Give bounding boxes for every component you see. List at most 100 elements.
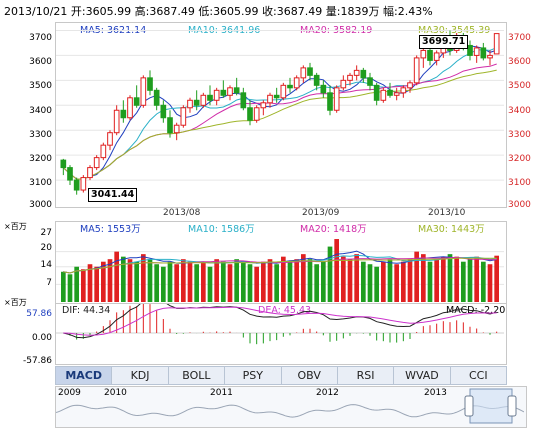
price-ytick-left: 3300 — [29, 130, 52, 140]
candle-down — [327, 92, 333, 111]
volume-bar — [207, 266, 213, 302]
nav-year: 2010 — [104, 388, 127, 398]
candle-up — [293, 77, 300, 89]
volume-bar — [74, 266, 79, 302]
close-value: 3687.49 — [276, 5, 323, 18]
price-ytick-right: 3100 — [508, 178, 531, 188]
volume-ytick: 27 — [40, 228, 52, 238]
high-marker-label: 3699.71 — [419, 35, 469, 49]
candle-up — [127, 97, 133, 119]
candle-up — [393, 92, 400, 96]
volume-bar — [214, 259, 219, 302]
macd-chart[interactable] — [56, 304, 504, 362]
volume-bar — [341, 256, 346, 302]
tab-macd[interactable]: MACD — [56, 367, 113, 384]
volume-bar — [387, 259, 393, 302]
volume-bar — [347, 259, 353, 302]
candle-down — [467, 44, 473, 56]
price-chart[interactable] — [56, 23, 504, 205]
candle-up — [107, 132, 113, 146]
candle-down — [133, 97, 140, 106]
volume-bar — [187, 261, 193, 302]
volume-bar — [127, 259, 133, 302]
macd-ytick: 57.86 — [26, 309, 52, 319]
volume-bar — [94, 266, 99, 302]
volume-bar — [61, 271, 66, 302]
open-label: 开: — [70, 5, 86, 18]
volume-ytick: 7 — [46, 278, 52, 288]
volume-chart[interactable] — [56, 222, 504, 302]
tab-wvad[interactable]: WVAD — [394, 367, 451, 384]
volume-bar — [381, 261, 386, 302]
volume-bar — [161, 266, 166, 302]
volume-bar — [267, 259, 273, 302]
volume-bar — [247, 264, 253, 302]
volume-bar — [367, 264, 373, 302]
candle-down — [313, 74, 320, 86]
volume-bar — [434, 259, 439, 302]
navigator-chart[interactable] — [56, 387, 524, 425]
candle-up — [140, 77, 147, 106]
tab-cci[interactable]: CCI — [469, 369, 488, 382]
volume-bar — [87, 264, 93, 302]
tab-rsi[interactable]: RSI — [338, 367, 395, 384]
candle-down — [147, 77, 153, 91]
volume-bar — [314, 264, 319, 302]
volume-bar — [101, 261, 106, 302]
candle-down — [193, 99, 200, 106]
volume-legend-ma20: MA20: 1418万 — [300, 224, 367, 235]
volume-bar — [421, 254, 426, 302]
tab-boll[interactable]: BOLL — [169, 367, 226, 384]
candle-up — [407, 82, 413, 89]
macd-legend-dif: DIF: 44.34 — [62, 305, 111, 316]
tab-psy[interactable]: PSY — [225, 367, 282, 384]
volume-bar — [134, 261, 139, 302]
price-ytick-left: 3400 — [29, 106, 52, 116]
candle-up — [487, 54, 493, 59]
candle-up — [380, 89, 387, 101]
volume-ma30-line — [63, 257, 497, 274]
candle-down — [247, 107, 253, 121]
tab-kdj[interactable]: KDJ — [112, 367, 169, 384]
price-ytick-left: 3100 — [29, 178, 52, 188]
price-ytick-right: 3500 — [508, 81, 531, 91]
price-ytick-left: 3600 — [29, 57, 52, 67]
price-ytick-left: 3700 — [29, 33, 52, 43]
volume-bar — [194, 264, 199, 302]
volume-bar — [107, 259, 113, 302]
candle-down — [120, 109, 127, 119]
candle-up — [260, 102, 267, 109]
volume-bar — [167, 261, 173, 302]
candle-down — [60, 159, 67, 169]
volume-bar — [334, 239, 339, 302]
tab-obv[interactable]: OBV — [282, 367, 338, 384]
candle-down — [480, 47, 487, 59]
volume-bar — [241, 261, 246, 302]
candle-up — [413, 57, 420, 84]
volume-bar — [234, 259, 239, 302]
macd-ytick: -57.86 — [22, 356, 52, 366]
time-navigator[interactable] — [55, 386, 527, 428]
candle-down — [427, 49, 433, 61]
candle-up — [353, 69, 360, 76]
price-ytick-left: 3200 — [29, 154, 52, 164]
candle-down — [153, 89, 160, 106]
candle-down — [160, 104, 167, 119]
candle-up — [267, 94, 273, 104]
candle-up — [87, 167, 93, 179]
volume-bar — [174, 264, 179, 302]
volume-bar — [354, 254, 359, 302]
candle-down — [360, 69, 367, 79]
volume-unit: ×百万 — [4, 222, 27, 231]
close-label: 收: — [262, 5, 277, 18]
macd-legend-dea: DEA: 45.43 — [258, 305, 312, 316]
candle-down — [287, 84, 293, 89]
volume-bar — [274, 264, 279, 302]
candle-up — [180, 107, 187, 126]
navigator-handle-left — [464, 395, 474, 417]
volume-bar — [361, 261, 366, 302]
macd-ytick: 0.00 — [31, 333, 52, 343]
volume-bar — [481, 261, 486, 302]
price-ytick-right: 3300 — [508, 130, 531, 140]
volume-bar — [281, 256, 286, 302]
